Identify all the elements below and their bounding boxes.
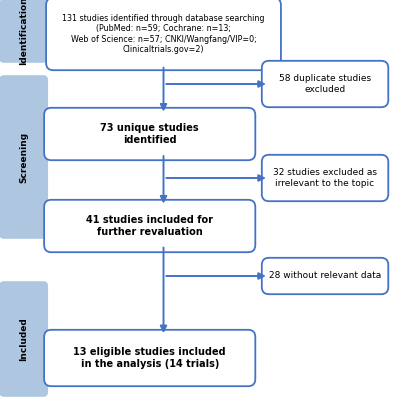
FancyBboxPatch shape (46, 0, 281, 70)
Text: 131 studies identified through database searching
(PubMed: n=59; Cochrane: n=13;: 131 studies identified through database … (62, 14, 265, 54)
FancyBboxPatch shape (262, 61, 388, 107)
FancyBboxPatch shape (0, 75, 48, 239)
FancyBboxPatch shape (0, 281, 48, 397)
Text: 58 duplicate studies
excluded: 58 duplicate studies excluded (279, 74, 371, 94)
Text: 13 eligible studies included
in the analysis (14 trials): 13 eligible studies included in the anal… (73, 347, 226, 369)
FancyBboxPatch shape (0, 0, 48, 63)
FancyBboxPatch shape (44, 200, 255, 252)
Text: Included: Included (19, 317, 28, 361)
Text: Screening: Screening (19, 132, 28, 182)
FancyBboxPatch shape (262, 155, 388, 201)
Text: 28 without relevant data: 28 without relevant data (269, 272, 381, 280)
FancyBboxPatch shape (262, 258, 388, 294)
Text: 73 unique studies
identified: 73 unique studies identified (100, 123, 199, 145)
Text: 41 studies included for
further revaluation: 41 studies included for further revaluat… (86, 215, 213, 237)
FancyBboxPatch shape (44, 330, 255, 386)
Text: Identification: Identification (19, 0, 28, 65)
Text: 32 studies excluded as
irrelevant to the topic: 32 studies excluded as irrelevant to the… (273, 168, 377, 188)
FancyBboxPatch shape (44, 108, 255, 160)
